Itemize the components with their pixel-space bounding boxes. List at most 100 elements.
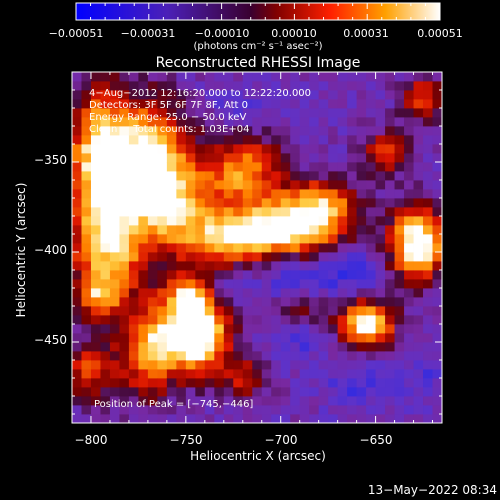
heatmap-cell xyxy=(423,81,433,91)
heatmap-cell xyxy=(185,252,196,262)
heatmap-cell xyxy=(157,234,168,244)
heatmap-cell xyxy=(128,288,139,298)
heatmap-cell xyxy=(214,288,225,298)
heatmap-cell xyxy=(176,117,187,127)
heatmap-cell xyxy=(347,225,358,235)
heatmap-cell xyxy=(242,135,253,145)
heatmap-cell xyxy=(271,90,282,100)
heatmap-cell xyxy=(318,396,329,406)
heatmap-cell xyxy=(318,108,329,118)
heatmap-cell xyxy=(195,324,206,334)
heatmap-cell xyxy=(385,171,395,181)
heatmap-cell xyxy=(138,315,149,325)
heatmap-cell xyxy=(223,252,234,262)
heatmap-cell xyxy=(119,144,130,154)
heatmap-cell xyxy=(404,108,414,118)
heatmap-cell xyxy=(356,378,367,388)
heatmap-cell xyxy=(394,126,405,136)
heatmap-cell xyxy=(128,270,139,280)
heatmap-cell xyxy=(432,180,443,190)
heatmap-cell xyxy=(81,279,92,289)
heatmap-cell xyxy=(252,180,263,190)
heatmap-cell xyxy=(347,342,358,352)
heatmap-cell xyxy=(109,99,120,109)
heatmap-cell xyxy=(223,297,234,307)
heatmap-cell xyxy=(204,342,215,352)
heatmap-cell xyxy=(109,414,120,424)
heatmap-cell xyxy=(119,135,130,145)
heatmap-cell xyxy=(233,414,244,424)
heatmap-cell xyxy=(90,243,101,253)
heatmap-cell xyxy=(223,225,234,235)
heatmap-cell xyxy=(366,270,376,280)
heatmap-cell xyxy=(271,216,282,226)
heatmap-cell xyxy=(347,108,358,118)
colorbar-tick-label: −0.00051 xyxy=(49,27,104,40)
heatmap-cell xyxy=(290,396,301,406)
heatmap-cell xyxy=(119,171,130,181)
heatmap-cell xyxy=(157,396,168,406)
heatmap-cell xyxy=(366,81,376,91)
heatmap-cell xyxy=(81,225,92,235)
heatmap-cell xyxy=(252,351,263,361)
heatmap-cell xyxy=(261,234,272,244)
heatmap-cell xyxy=(90,333,101,343)
heatmap-cell xyxy=(423,117,433,127)
heatmap-cell xyxy=(356,324,367,334)
heatmap-cell xyxy=(385,243,395,253)
heatmap-cell xyxy=(347,405,358,415)
heatmap-cell xyxy=(394,324,405,334)
heatmap-cell xyxy=(147,81,158,91)
heatmap-cell xyxy=(214,90,225,100)
heatmap-cell xyxy=(242,180,253,190)
heatmap-cell xyxy=(432,306,443,316)
heatmap-cell xyxy=(109,234,120,244)
heatmap-cell xyxy=(166,243,177,253)
heatmap-cell xyxy=(432,351,443,361)
heatmap-cell xyxy=(290,81,301,91)
heatmap-cell xyxy=(413,90,424,100)
heatmap-cell xyxy=(385,180,395,190)
heatmap-cell xyxy=(72,414,82,424)
heatmap-cell xyxy=(252,279,263,289)
heatmap-cell xyxy=(128,333,139,343)
heatmap-cell xyxy=(90,99,101,109)
heatmap-cell xyxy=(166,225,177,235)
heatmap-cell xyxy=(100,324,111,334)
heatmap-cell xyxy=(347,351,358,361)
heatmap-cell xyxy=(233,216,244,226)
heatmap-cell xyxy=(166,297,177,307)
heatmap-cell xyxy=(90,252,101,262)
heatmap-cell xyxy=(318,342,329,352)
heatmap-cell xyxy=(309,216,320,226)
heatmap-cell xyxy=(385,279,395,289)
heatmap-cell xyxy=(100,405,111,415)
heatmap-cell xyxy=(119,288,130,298)
heatmap-cell xyxy=(233,243,244,253)
heatmap-cell xyxy=(185,243,196,253)
heatmap-cell xyxy=(404,72,414,82)
heatmap-cell xyxy=(138,108,149,118)
heatmap-cell xyxy=(233,135,244,145)
heatmap-cell xyxy=(138,72,149,82)
heatmap-cell xyxy=(128,414,139,424)
heatmap-cell xyxy=(356,171,367,181)
heatmap-cell xyxy=(328,180,339,190)
heatmap-cell xyxy=(290,252,301,262)
heatmap-cell xyxy=(271,396,282,406)
heatmap-cell xyxy=(100,297,111,307)
heatmap-cell xyxy=(413,144,424,154)
heatmap-cell xyxy=(432,90,443,100)
heatmap-cell xyxy=(328,72,339,82)
heatmap-cell xyxy=(109,90,120,100)
heatmap-cell xyxy=(204,252,215,262)
heatmap-cell xyxy=(100,315,111,325)
heatmap-cell xyxy=(413,315,424,325)
heatmap-cell xyxy=(337,270,348,280)
heatmap-cell xyxy=(328,216,339,226)
heatmap-cell xyxy=(242,198,253,208)
heatmap-cell xyxy=(157,171,168,181)
heatmap-cell xyxy=(394,288,405,298)
heatmap-cell xyxy=(432,261,443,271)
heatmap-cell xyxy=(280,378,291,388)
